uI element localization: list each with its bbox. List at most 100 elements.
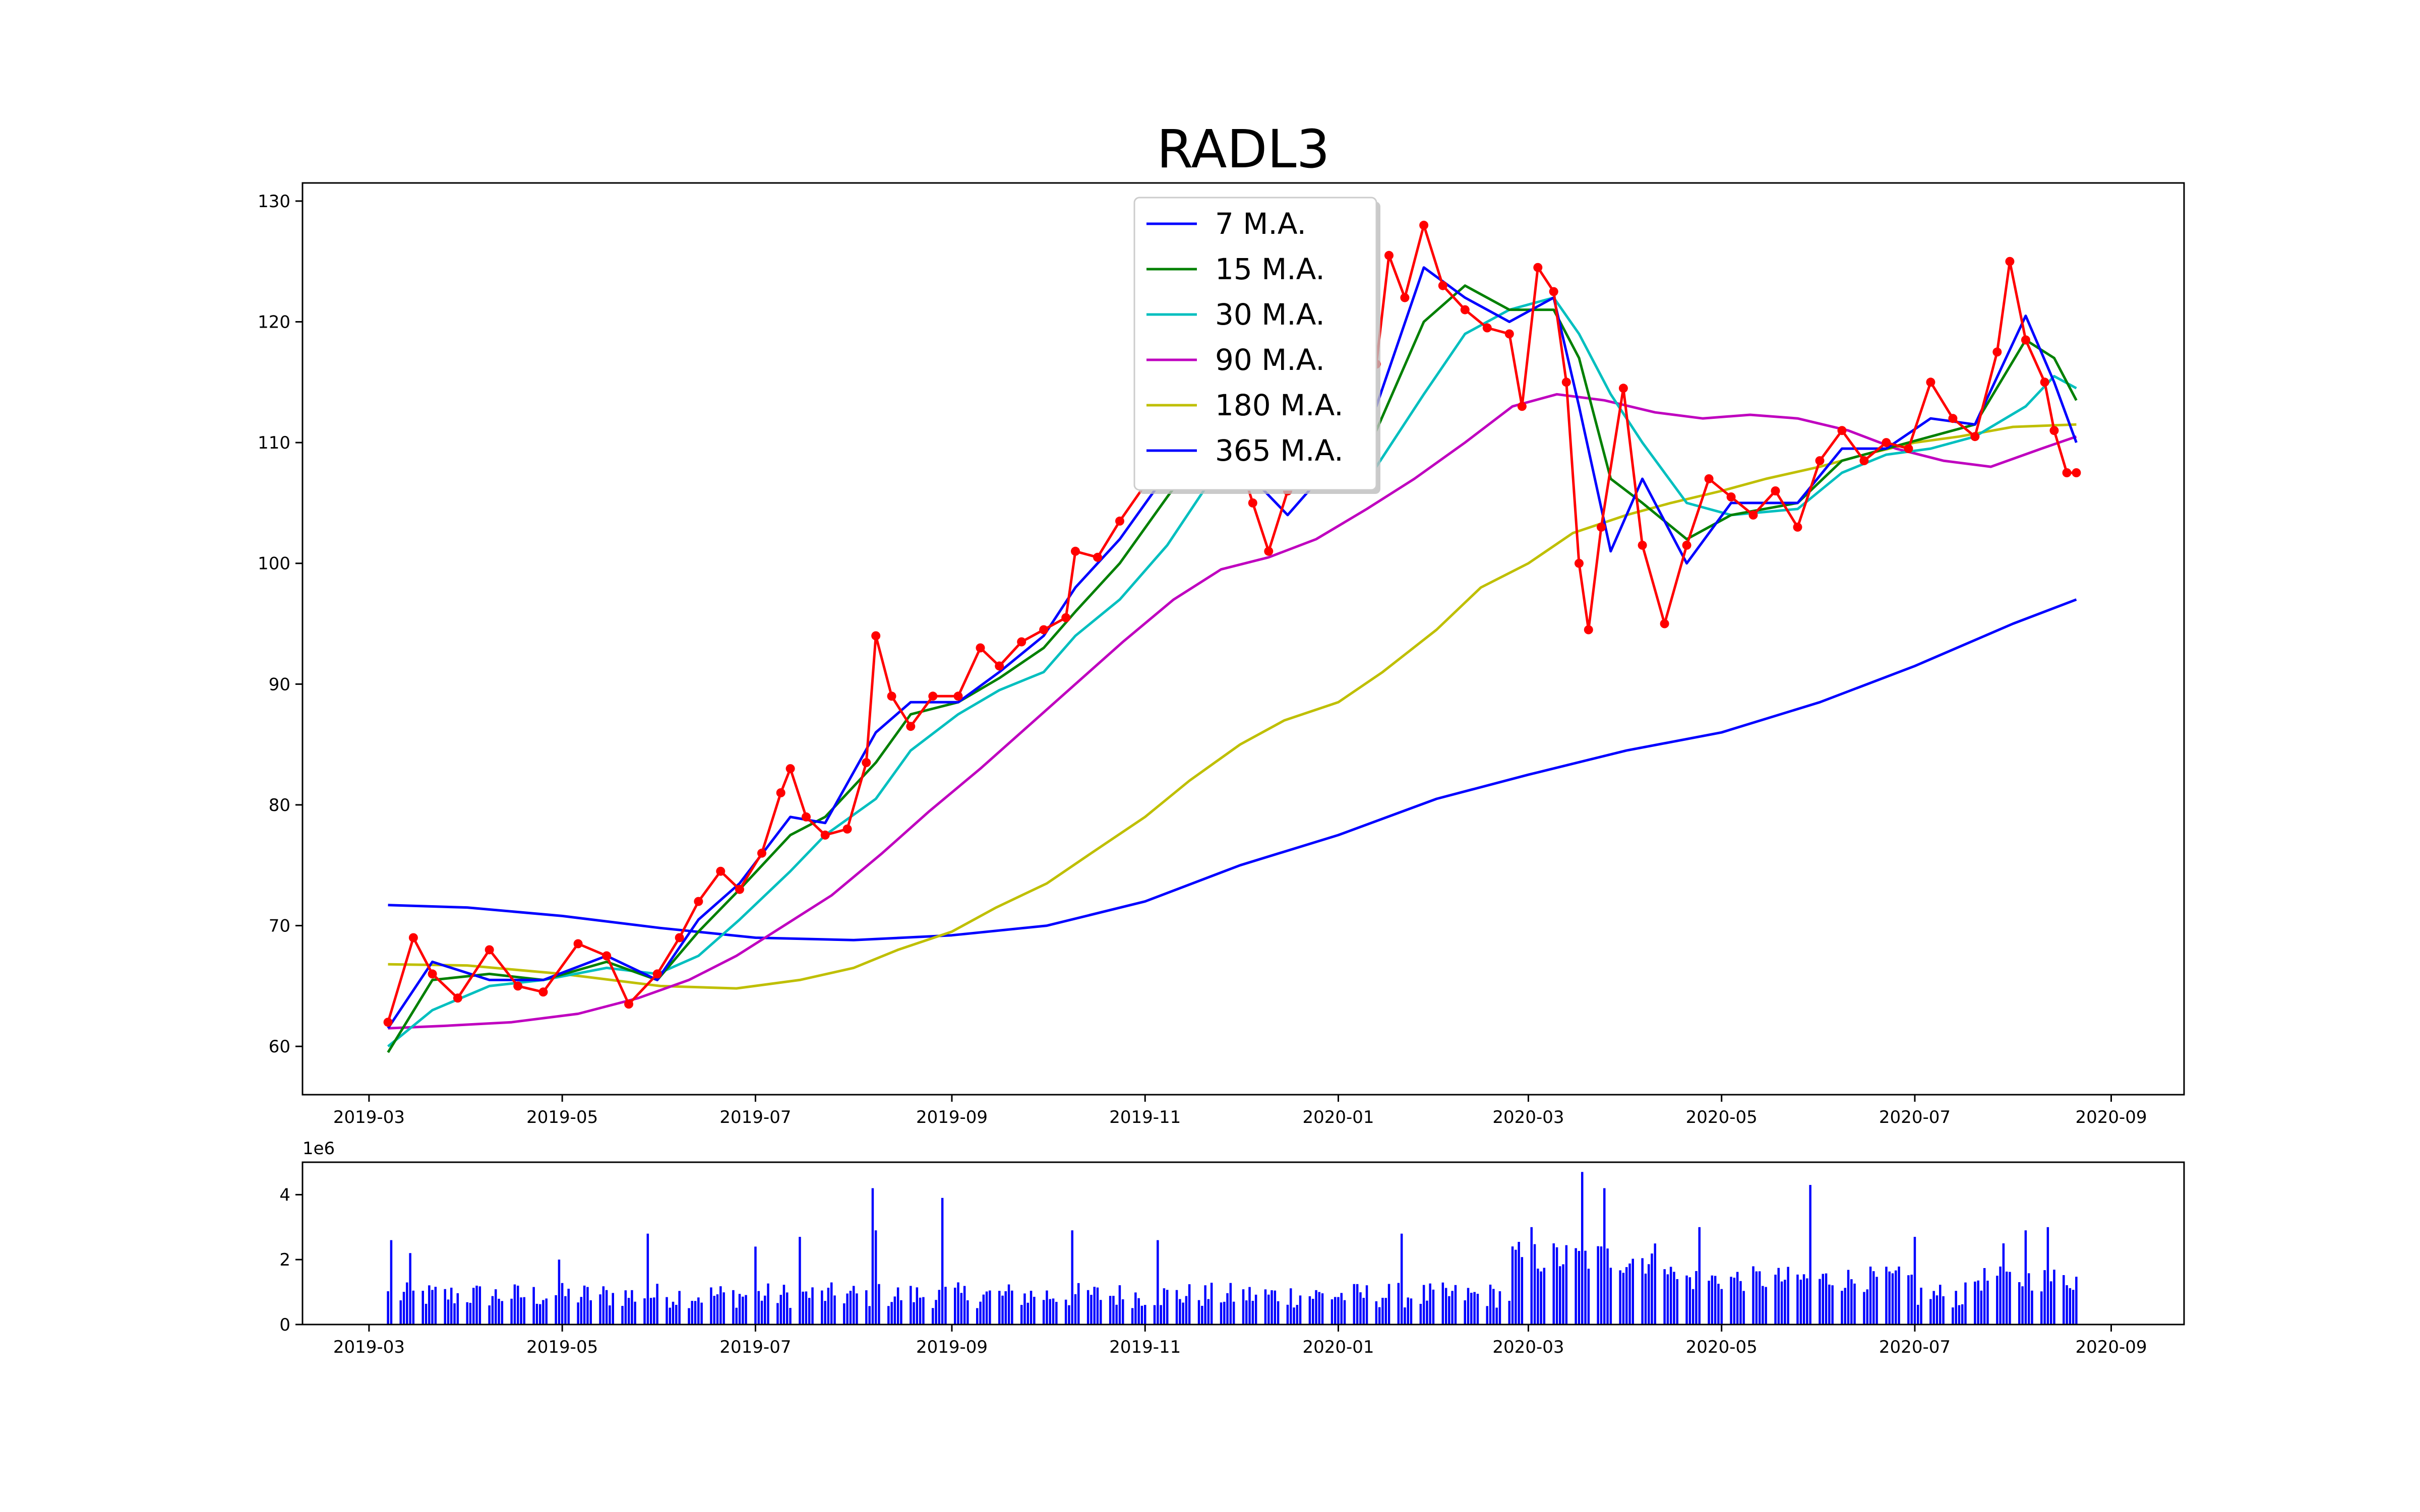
volume-bar [624,1290,627,1325]
volume-bar [1597,1246,1599,1325]
volume-bar [1046,1290,1048,1325]
x-tick-label: 2019-11 [1109,1107,1181,1127]
volume-bar [1223,1301,1226,1325]
volume-bar [1254,1294,1257,1325]
volume-bar [779,1295,782,1325]
price-point [1419,220,1429,230]
volume-bar [1762,1286,1764,1325]
volume-bar [1090,1295,1093,1325]
volume-bar [589,1300,592,1325]
volume-bar [722,1292,725,1325]
x-tick-label: 2019-07 [719,1337,791,1357]
volume-bar [602,1286,605,1325]
volume-bar [716,1294,719,1325]
volume-bar [1518,1242,1520,1325]
volume-bar [1004,1291,1007,1325]
volume-bar [428,1285,431,1325]
volume-bar [561,1283,564,1325]
volume-bar [1486,1306,1488,1325]
price-point [820,830,830,840]
x-tick-label: 2020-09 [2075,1107,2147,1127]
volume-bar [1863,1292,1865,1325]
volume-bar [1467,1288,1470,1325]
volume-chart: 2019-03 2019-05 2019-07 2019-09 2019-11 2020-… [279,1139,2185,1357]
volume-bar [1964,1282,1967,1325]
price-point [862,758,871,768]
volume-bar [1980,1290,1983,1325]
y-tick-label: 90 [269,674,290,695]
price-point [1460,305,1470,314]
volume-bar [1742,1291,1745,1325]
volume-bar [567,1289,570,1325]
y-tick-label: 4 [279,1185,290,1205]
price-point [1726,492,1736,501]
volume-bar [932,1308,934,1325]
volume-bar [2049,1281,2052,1325]
volume-bar [853,1286,855,1325]
price-point [1882,438,1891,448]
volume-bar [491,1296,494,1325]
volume-bar [2009,1272,2011,1325]
volume-bar [621,1306,624,1325]
volume-bar [564,1296,567,1325]
volume-bar [532,1287,535,1325]
volume-bar [887,1306,890,1325]
price-point [757,848,766,858]
volume-bar [1961,1304,1964,1325]
volume-bar [1011,1290,1013,1325]
price-point [675,933,684,942]
volume-bar [941,1198,944,1325]
volume-bar [1996,1276,1999,1325]
price-point [735,885,744,894]
price-point [1992,347,2002,357]
price-point [976,643,985,653]
volume-bar [475,1285,478,1325]
volume-bar [754,1246,757,1325]
volume-bar [1359,1292,1362,1325]
volume-bar [1381,1298,1384,1325]
volume-bar [1685,1275,1688,1325]
volume-bar [406,1282,408,1325]
volume-bar [919,1297,922,1325]
volume-bar [1787,1267,1789,1325]
volume-bar [1575,1248,1577,1325]
volume-bar [1508,1301,1510,1325]
volume-bar [982,1294,985,1325]
volume-bar [1774,1275,1777,1325]
volume-bar [1730,1277,1732,1325]
volume-bar [1986,1281,1989,1325]
volume-bar [1444,1288,1447,1325]
volume-bar [821,1290,823,1325]
legend-entry: 365 M.A. [1215,433,1344,468]
volume-bar [1644,1274,1647,1325]
volume-bar [1530,1227,1533,1325]
legend-entry: 90 M.A. [1215,343,1325,377]
volume-bar [757,1291,760,1325]
volume-bar [523,1297,525,1325]
volume-bar [890,1302,893,1325]
volume-bar [495,1289,497,1325]
volume-bar [387,1291,389,1325]
volume-bar [672,1301,675,1325]
volume-bar [1977,1280,1979,1325]
volume-bar [1020,1305,1023,1325]
volume-bar [1068,1305,1070,1325]
volume-bar [1387,1284,1390,1325]
volume-bar [1086,1290,1090,1325]
price-point [785,764,795,774]
volume-bar [1407,1297,1409,1325]
volume-bar [1299,1295,1302,1325]
volume-bar [498,1298,500,1325]
volume-bar [1555,1247,1558,1325]
volume-bar [2005,1272,2008,1325]
volume-bar [2063,1275,2065,1325]
volume-bar [1153,1305,1156,1325]
volume-bar [1603,1188,1606,1325]
volume-bar [1422,1285,1425,1325]
price-point [1264,546,1274,556]
volume-bar [402,1292,405,1325]
volume-bar [1673,1272,1675,1325]
price-point [408,933,418,942]
volume-bar [700,1302,703,1325]
volume-bar [1983,1268,1986,1325]
